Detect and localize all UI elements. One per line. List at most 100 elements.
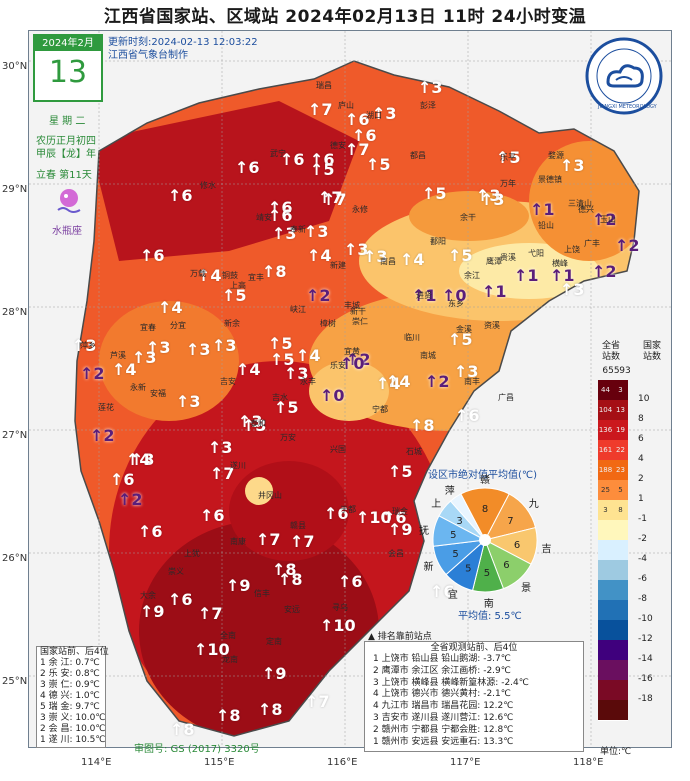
station-value: ↑2 — [592, 262, 617, 281]
station-value: ↑6 — [310, 150, 335, 169]
station-value: ↑3 — [72, 336, 97, 355]
station-value: ↑3 — [186, 340, 211, 359]
station-value: ↑6 — [352, 126, 377, 145]
legend-color-cell — [598, 560, 628, 581]
station-value: ↑3 — [304, 222, 329, 241]
city-name: 婺源 — [548, 151, 564, 160]
latitude-label: 27°N — [2, 430, 28, 441]
legend-color-cell: 161 22 — [598, 440, 628, 461]
map-title: 江西省国家站、区域站 2024年02月13日 11时 24小时变温 — [103, 7, 587, 27]
legend-header-prov: 全省 站数 — [601, 341, 620, 362]
longitude-label: 116°E — [327, 757, 358, 768]
city-name: 修水 — [200, 181, 216, 190]
station-value: ↑9 — [226, 576, 251, 595]
pie-slice-value: 8 — [482, 504, 488, 515]
station-value: ↑0 — [320, 386, 345, 405]
station-value: ↑8 — [410, 416, 435, 435]
legend-threshold: 10 — [638, 394, 650, 404]
city-name: 萍乡 — [80, 341, 96, 350]
station-value: ↑6 — [345, 110, 370, 129]
station-value: ↑8 — [278, 570, 303, 589]
station-value: ↑10 — [194, 640, 230, 659]
city-name: 南城 — [420, 351, 436, 360]
station-value: ↑3 — [272, 224, 297, 243]
province-row: 4 上饶市 德兴市 德兴黄村: -2.1℃ — [373, 689, 511, 700]
legend-total-prov: 655 — [602, 366, 620, 376]
station-value: ↑3 — [130, 450, 155, 469]
city-name: 吉水 — [272, 393, 288, 402]
city-name: 上饶 — [564, 245, 580, 254]
city-name: 全南 — [220, 631, 236, 640]
station-value: ↑7 — [198, 604, 223, 623]
legend-color-cell — [598, 600, 628, 621]
station-value: ↑6 — [280, 150, 305, 169]
station-value: ↑2 — [592, 210, 617, 229]
calendar-lunar: 农历正月初四 — [36, 136, 96, 147]
update-info: 更新时刻:2024-02-13 12:03:22 江西省气象台制作 — [108, 36, 258, 62]
station-value: ↑8 — [170, 720, 195, 739]
city-name: 武宁 — [270, 149, 286, 158]
station-value: ↑6 — [268, 198, 293, 217]
city-name: 永丰 — [300, 377, 316, 386]
legend-color-cell — [598, 680, 628, 701]
city-name: 瑞昌 — [316, 81, 332, 90]
city-name: 广丰 — [584, 239, 600, 248]
legend-color-cell: 25 5 — [598, 480, 628, 501]
station-value: ↑3 — [476, 186, 501, 205]
station-value: ↑4 — [236, 360, 261, 379]
city-name: 资溪 — [484, 321, 500, 330]
city-name: 玉山 — [600, 215, 616, 224]
station-value: ↑3 — [560, 156, 585, 175]
legend-threshold: -2 — [638, 534, 647, 544]
city-name: 乐平 — [500, 153, 516, 162]
city-name: 崇仁 — [352, 317, 368, 326]
national-row: 3 崇 义: 10.0℃ — [40, 713, 106, 723]
city-name: 寻乌 — [332, 603, 348, 612]
city-name: 南昌 — [380, 257, 396, 266]
city-name: 上高 — [230, 281, 246, 290]
province-row: 2 赣州市 宁都县 宁都会胜: 12.8℃ — [373, 724, 514, 735]
station-value: ↑8 — [216, 706, 241, 725]
city-name: 芦溪 — [110, 351, 126, 360]
pie-mean: 平均值: 5.5℃ — [458, 611, 522, 622]
station-value: ↑7 — [322, 190, 347, 209]
legend-threshold: -1 — [638, 514, 647, 524]
province-ranking-box: 全省观测站前、后4位 1 上饶市 铅山县 铅山鹅湖: -3.7℃ 2 鹰潭市 余… — [364, 641, 584, 752]
station-value: ↑10 — [320, 616, 356, 635]
legend-prov-count: 188 — [598, 466, 613, 474]
longitude-label: 115°E — [204, 757, 235, 768]
city-name: 宜黄 — [344, 347, 360, 356]
pie-city-label: 九 — [528, 498, 539, 510]
station-value: ↑8 — [262, 262, 287, 281]
legend-threshold: -6 — [638, 574, 647, 584]
latitude-label: 26°N — [2, 553, 28, 564]
station-value: ↑4 — [307, 246, 332, 265]
legend-nat-count: 19 — [616, 426, 625, 434]
station-value: ↑4 — [126, 450, 151, 469]
station-value: ↑7 — [210, 464, 235, 483]
city-name: 铅山 — [538, 221, 554, 230]
station-value: ↑4 — [158, 298, 183, 317]
station-value: ↑3 — [212, 336, 237, 355]
logo-text: JIANGXI METEOROLOGY — [598, 104, 657, 110]
city-name: 宁都 — [372, 405, 388, 414]
pie-center — [479, 534, 491, 546]
legend-color-cell — [598, 620, 628, 641]
station-value: ↑2 — [306, 286, 331, 305]
calendar-day: 13 — [48, 55, 88, 90]
city-name: 上犹 — [184, 549, 200, 558]
calendar-card: 2024年2月 13 — [33, 34, 103, 102]
city-name: 进贤 — [416, 291, 432, 300]
province-row: 3 上饶市 横峰县 横峰新篁林源: -2.4℃ — [373, 677, 529, 688]
legend-threshold: -8 — [638, 594, 647, 604]
station-value: ↑9 — [262, 664, 287, 683]
province-map — [29, 31, 671, 747]
national-ranking-title: 国家站前、后4位 — [40, 647, 109, 657]
city-name: 石城 — [406, 447, 422, 456]
station-value: ↑3 — [454, 362, 479, 381]
legend-color-cell: 104 13 — [598, 400, 628, 421]
calendar-zodiac: 水瓶座 — [52, 226, 82, 237]
pie-city-label: 宜 — [447, 590, 458, 602]
map-approval-number: 审图号: GS (2017) 3320号 — [134, 744, 260, 755]
